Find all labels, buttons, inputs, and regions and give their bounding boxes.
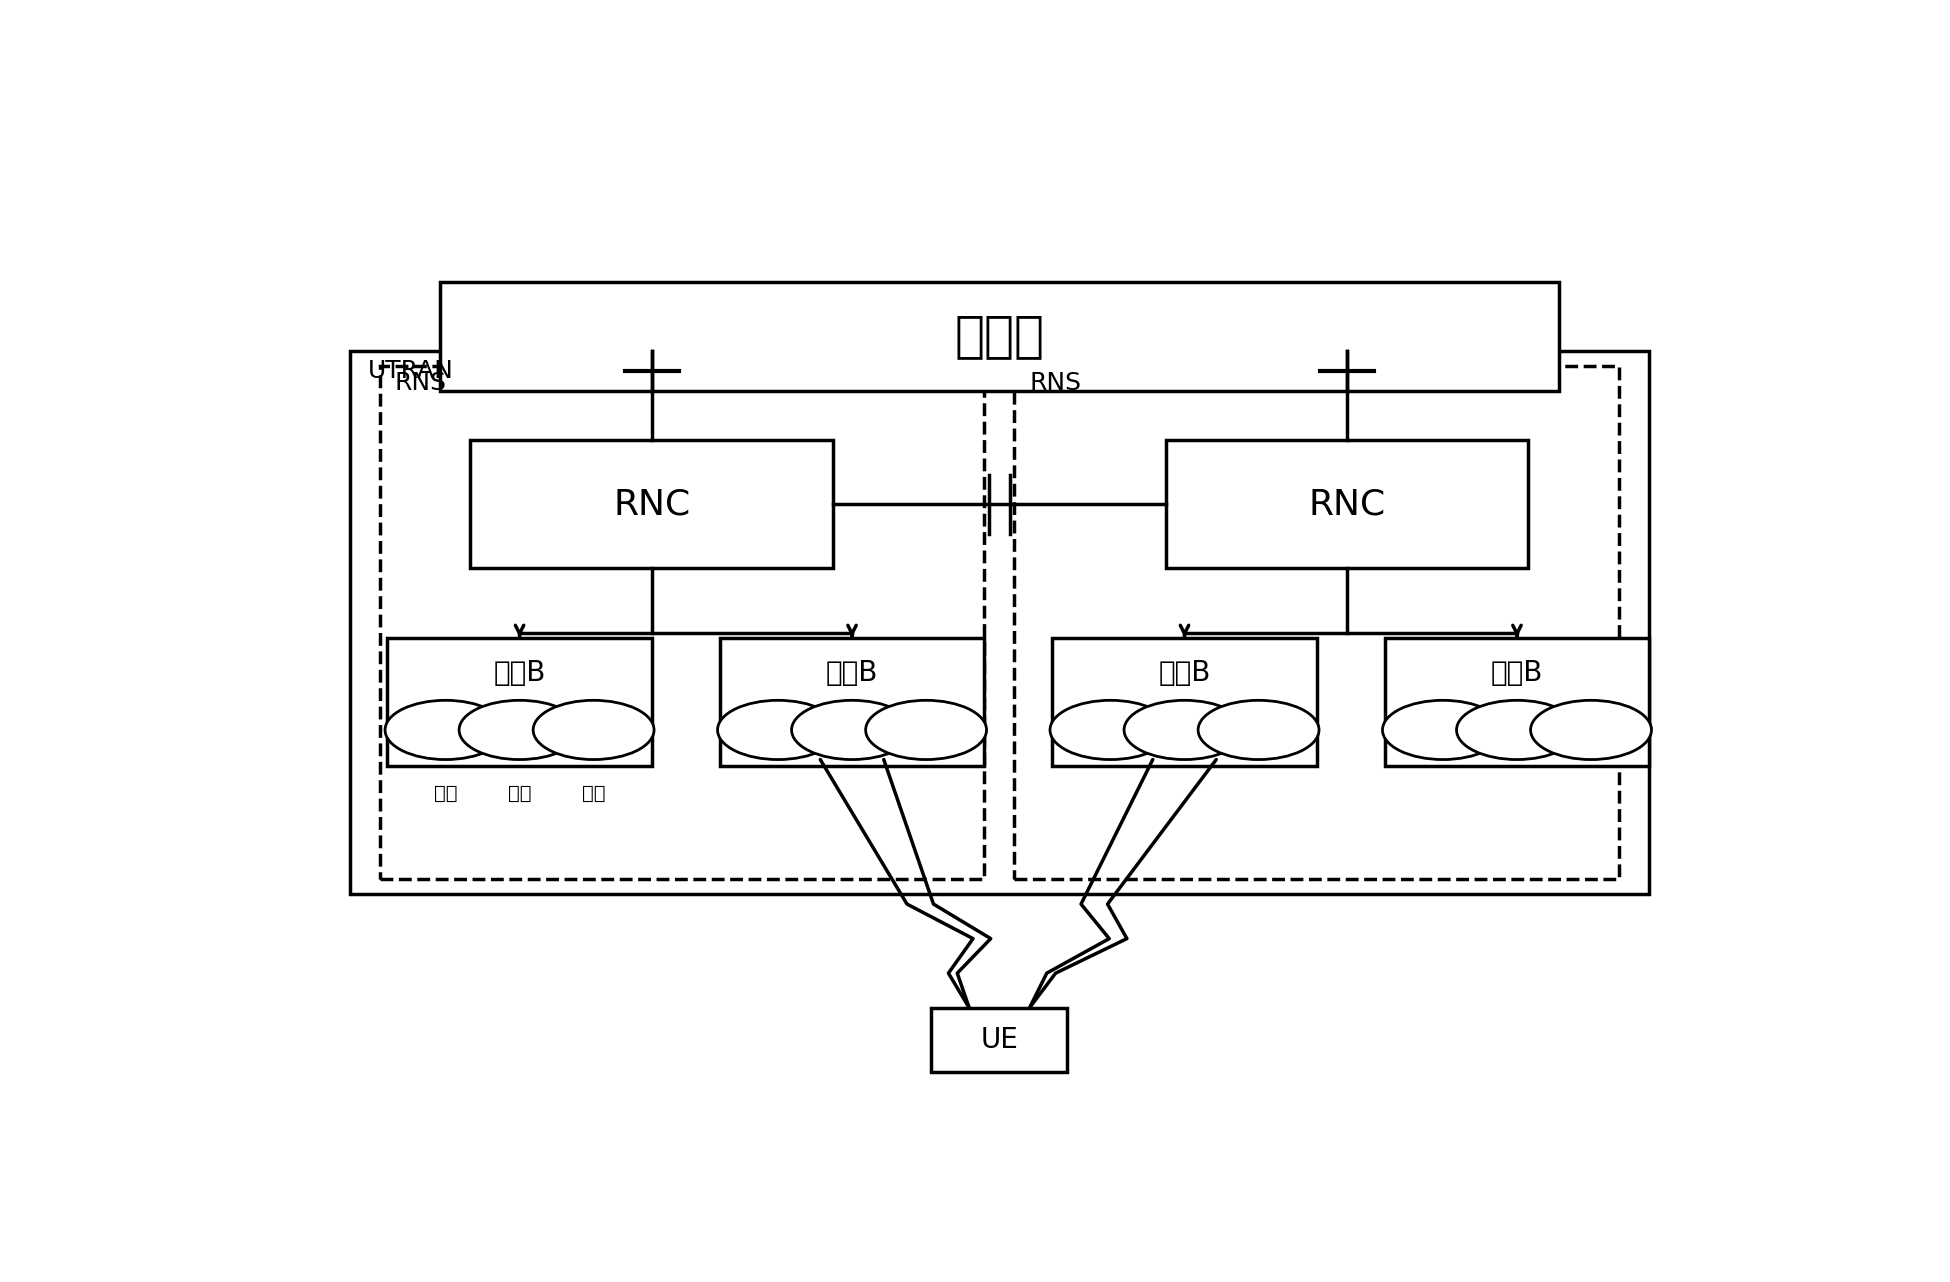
Text: 节点B: 节点B <box>493 659 546 687</box>
Text: UE: UE <box>981 1026 1018 1054</box>
Text: 小区: 小区 <box>507 785 530 804</box>
Ellipse shape <box>718 700 838 759</box>
Ellipse shape <box>532 700 653 759</box>
Text: 节点B: 节点B <box>827 659 878 687</box>
Text: RNS: RNS <box>394 370 447 395</box>
Text: 小区: 小区 <box>581 785 604 804</box>
Bar <box>720 637 985 765</box>
Text: RNC: RNC <box>1308 487 1386 522</box>
Ellipse shape <box>1383 700 1503 759</box>
Text: 节点B: 节点B <box>1158 659 1211 687</box>
Bar <box>1014 367 1618 879</box>
Text: RNC: RNC <box>612 487 690 522</box>
Ellipse shape <box>1197 700 1318 759</box>
Text: RNS: RNS <box>1030 370 1082 395</box>
Bar <box>388 637 651 765</box>
Text: UTRAN: UTRAN <box>369 359 454 383</box>
Bar <box>1053 637 1316 765</box>
Ellipse shape <box>1457 700 1578 759</box>
Bar <box>349 351 1650 895</box>
Ellipse shape <box>792 700 913 759</box>
Bar <box>470 440 833 568</box>
Text: 小区: 小区 <box>433 785 456 804</box>
Bar <box>932 1008 1067 1072</box>
Text: 核心网: 核心网 <box>954 313 1045 360</box>
Ellipse shape <box>866 700 987 759</box>
Bar <box>1166 440 1529 568</box>
Ellipse shape <box>1123 700 1244 759</box>
Ellipse shape <box>384 700 505 759</box>
Text: 节点B: 节点B <box>1492 659 1542 687</box>
Bar <box>380 367 985 879</box>
Ellipse shape <box>458 700 579 759</box>
Bar <box>441 282 1558 391</box>
Ellipse shape <box>1531 700 1652 759</box>
Ellipse shape <box>1049 700 1170 759</box>
Bar <box>1384 637 1650 765</box>
